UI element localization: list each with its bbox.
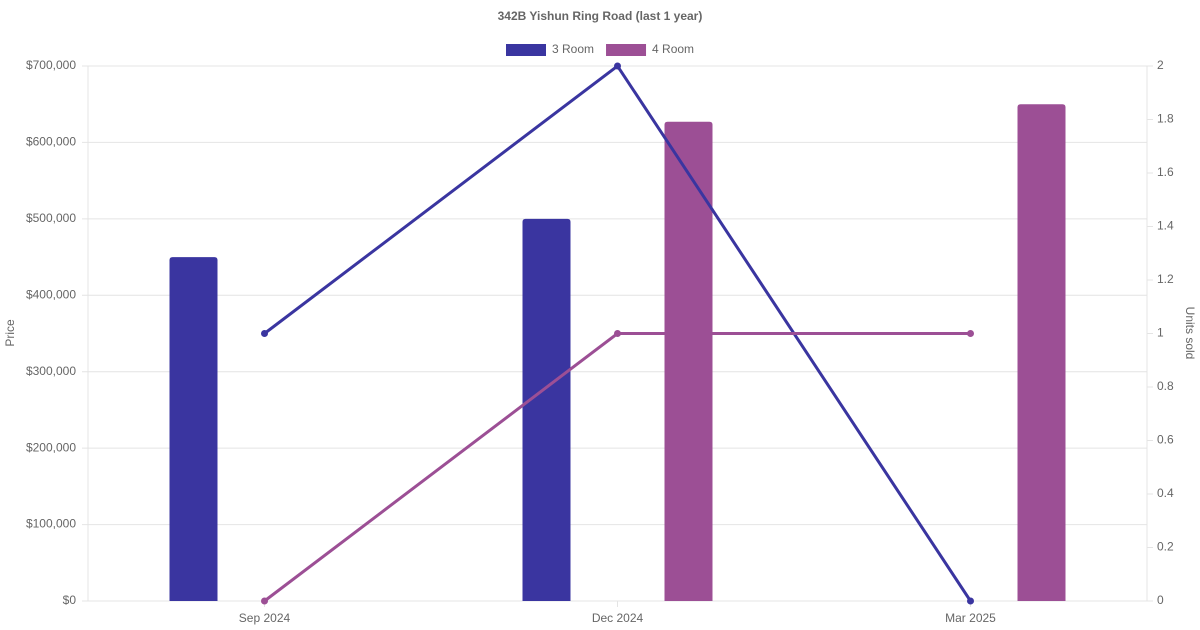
y2-tick-label: 0.2 (1157, 540, 1174, 554)
bar (522, 218, 571, 601)
y2-tick-label: 1.4 (1157, 219, 1174, 233)
x-tick-label: Dec 2024 (592, 611, 644, 625)
line-point (261, 330, 268, 337)
line-point (614, 330, 621, 337)
line-point (614, 62, 621, 70)
y-tick-label: $500,000 (26, 211, 76, 225)
bar (664, 121, 713, 602)
bar (169, 257, 218, 601)
y2-tick-label: 0.4 (1157, 486, 1174, 500)
y2-tick-label: 0.8 (1157, 379, 1174, 393)
y2-axis-title: Units sold (1183, 307, 1197, 360)
y-tick-label: $400,000 (26, 287, 76, 301)
legend-label[interactable]: 4 Room (652, 42, 694, 56)
y2-tick-label: 1 (1157, 326, 1164, 340)
y-tick-label: $100,000 (26, 517, 76, 531)
y-tick-label: $700,000 (26, 58, 76, 72)
line-point (967, 597, 974, 605)
y2-tick-label: 2 (1157, 58, 1164, 72)
legend-swatch[interactable] (606, 44, 647, 56)
y2-tick-label: 1.2 (1157, 272, 1174, 286)
legend-swatch[interactable] (506, 44, 546, 56)
y2-tick-label: 1.6 (1157, 165, 1174, 179)
y-tick-label: $0 (63, 593, 77, 607)
line-point (967, 330, 974, 337)
y-axis-title: Price (3, 319, 17, 347)
chart-title: 342B Yishun Ring Road (last 1 year) (498, 9, 703, 23)
legend-label[interactable]: 3 Room (552, 42, 594, 56)
x-tick-label: Mar 2025 (945, 611, 996, 625)
bar (1017, 104, 1066, 601)
y2-tick-label: 1.8 (1157, 112, 1174, 126)
y-tick-label: $600,000 (26, 135, 76, 149)
y2-tick-label: 0.6 (1157, 433, 1174, 447)
y-tick-label: $300,000 (26, 364, 76, 378)
line (263, 332, 971, 603)
x-tick-label: Sep 2024 (239, 611, 291, 625)
line-point (261, 597, 268, 605)
y2-tick-label: 0 (1157, 593, 1164, 607)
y-tick-label: $200,000 (26, 440, 76, 454)
